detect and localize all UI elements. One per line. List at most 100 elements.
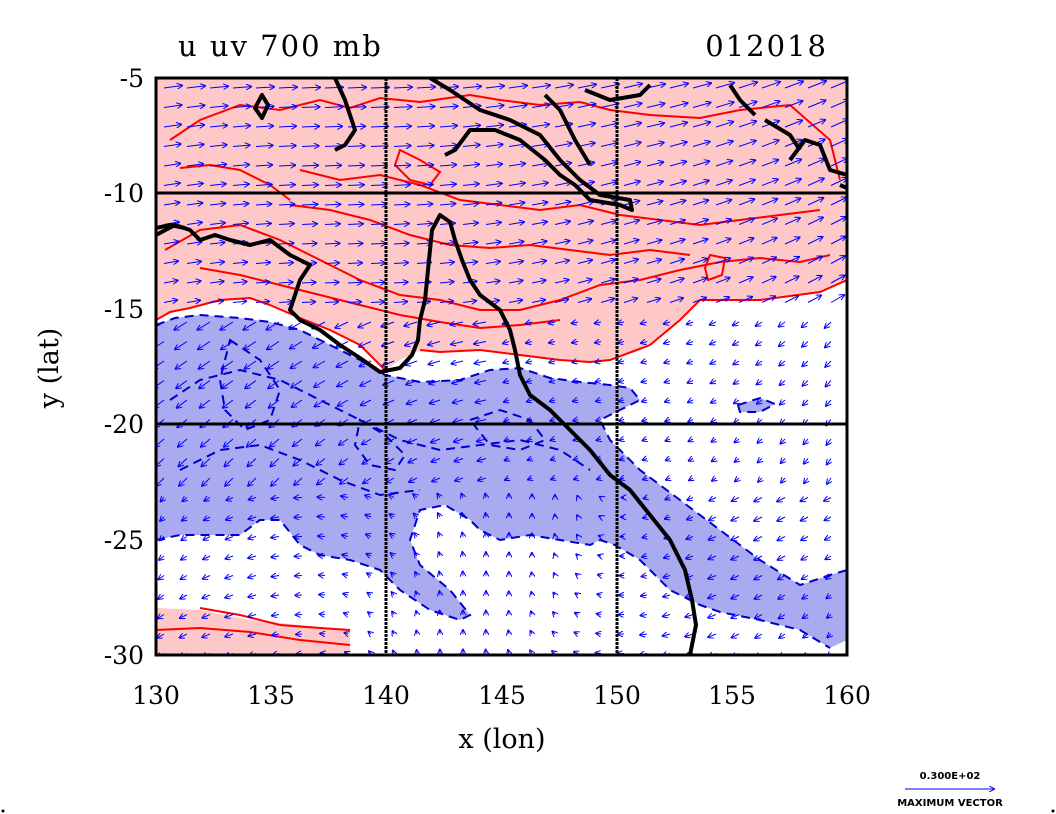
wind-vector [338, 399, 349, 406]
wind-vector [664, 556, 671, 558]
wind-vector [715, 297, 729, 303]
wind-vector [393, 224, 409, 225]
wind-vector [623, 220, 639, 225]
wind-vector [342, 555, 349, 556]
wind-vector [393, 631, 395, 634]
wind-vector [784, 120, 802, 128]
wind-vector [577, 104, 596, 108]
wind-vector [669, 84, 688, 89]
wind-vector [669, 240, 685, 245]
wind-vector [784, 276, 799, 284]
wind-vector [475, 361, 487, 363]
wind-vector [715, 102, 734, 108]
wind-vector [199, 360, 211, 369]
wind-vector [504, 400, 509, 402]
wind-vector [232, 106, 251, 107]
wind-vector [255, 106, 274, 107]
wind-vector [393, 126, 411, 127]
wind-vector [642, 381, 647, 383]
wind-vector [554, 241, 570, 244]
wind-vector [761, 140, 779, 147]
wind-vector [778, 595, 786, 599]
wind-vector [618, 322, 625, 323]
wind-vector [317, 477, 326, 485]
wind-vector [664, 342, 671, 344]
wind-vector [301, 282, 316, 283]
wind-vector [503, 342, 510, 344]
wind-vector [381, 321, 395, 327]
wind-vector [271, 458, 280, 467]
wind-vector [393, 651, 394, 654]
wind-vector [554, 143, 572, 146]
wind-vector [406, 381, 418, 385]
wind-vector [642, 420, 647, 422]
wind-vector [462, 223, 478, 225]
wind-vector [347, 224, 363, 225]
wind-vector [665, 400, 670, 402]
wind-vector [439, 145, 457, 146]
wind-vector [708, 576, 717, 579]
wind-vector [669, 279, 684, 284]
wind-vector [370, 243, 386, 244]
wind-vector [163, 183, 180, 186]
wind-vector [692, 220, 708, 225]
wind-vector [689, 459, 693, 461]
wind-vector [370, 165, 387, 166]
wind-vector [715, 180, 732, 186]
wind-vector [599, 536, 601, 537]
wind-vector [247, 438, 257, 447]
wind-vector [710, 342, 717, 345]
wind-vector [665, 420, 670, 422]
wind-vector [807, 100, 826, 108]
wind-vector [485, 242, 501, 244]
wind-vector [432, 478, 441, 481]
wind-vector [301, 185, 318, 186]
wind-vector [712, 459, 716, 462]
wind-vector [573, 420, 578, 421]
wind-vector [369, 632, 372, 634]
wind-vector [462, 164, 479, 166]
wind-vector [324, 224, 340, 225]
wind-vector [301, 224, 317, 225]
wind-vector [232, 262, 247, 263]
wind-vector [485, 183, 502, 185]
wind-vector [827, 458, 831, 465]
wind-vector [711, 381, 716, 384]
wind-vector [553, 593, 555, 595]
wind-vector [249, 634, 257, 636]
wind-vector [462, 203, 478, 205]
wind-vector [186, 203, 202, 205]
wind-vector [830, 120, 847, 128]
wind-vector [755, 615, 763, 619]
wind-vector [663, 634, 671, 636]
x-tick-label: 150 [593, 681, 641, 710]
wind-vector [807, 178, 824, 186]
wind-vector [646, 221, 662, 225]
wind-vector [416, 611, 417, 614]
wind-vector [551, 478, 555, 479]
corner-dot [1051, 809, 1055, 813]
wind-vector [462, 533, 463, 537]
wind-vector [204, 498, 211, 501]
wind-vector [318, 556, 326, 557]
x-tick-label: 145 [478, 681, 526, 710]
wind-vector [807, 159, 824, 167]
wind-vector [209, 223, 225, 225]
wind-vector [508, 105, 527, 108]
wind-vector [271, 576, 280, 577]
wind-vector [804, 439, 809, 444]
wind-vector [825, 321, 832, 328]
wind-vector [732, 634, 740, 638]
wind-vector [734, 420, 739, 423]
wind-vector [344, 633, 348, 634]
wind-vector [386, 478, 395, 483]
wind-vector [476, 400, 487, 402]
wind-vector [439, 282, 454, 283]
wind-vector [733, 361, 740, 364]
wind-vector [324, 204, 340, 205]
wind-vector [554, 299, 568, 302]
wind-vector [416, 165, 433, 166]
wind-vector [314, 360, 326, 368]
wind-vector [245, 380, 257, 389]
wind-vector [733, 322, 740, 325]
